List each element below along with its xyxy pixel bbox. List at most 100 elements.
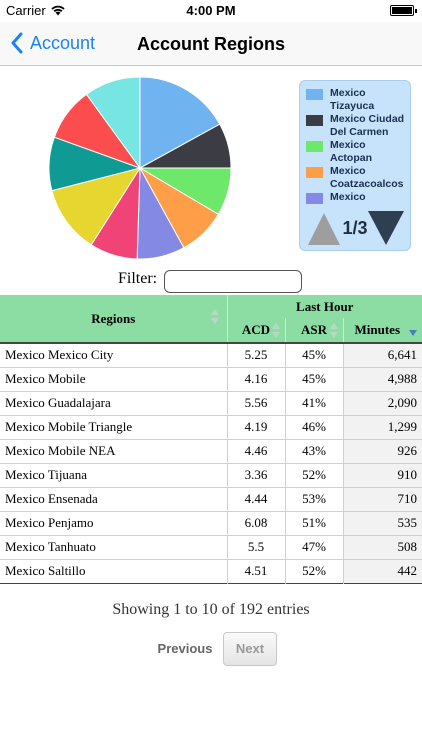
status-bar: Carrier 4:00 PM — [0, 0, 422, 22]
wifi-icon — [51, 5, 65, 16]
column-group-last-hour: Last Hour — [227, 295, 422, 318]
previous-button[interactable]: Previous — [157, 641, 213, 656]
legend-swatch — [306, 89, 323, 100]
legend-label: Mexico — [330, 191, 366, 203]
column-header-asr[interactable]: ASR — [284, 318, 343, 343]
carrier-label: Carrier — [6, 3, 46, 18]
legend-next-page-icon[interactable] — [368, 211, 404, 245]
region-cell: Mexico Mobile — [5, 371, 86, 386]
region-cell: Mexico Ensenada — [5, 491, 98, 506]
minutes-cell: 2,090 — [342, 391, 422, 415]
region-cell: Mexico Penjamo — [5, 515, 94, 530]
sort-icon — [329, 323, 338, 339]
region-cell: Mexico Mobile NEA — [5, 443, 116, 458]
sort-icon — [271, 323, 280, 339]
column-header-minutes[interactable]: Minutes — [342, 318, 422, 343]
asr-cell: 43% — [284, 439, 343, 463]
navigation-bar: Account Account Regions — [0, 22, 422, 66]
column-header-acd-label: ACD — [241, 322, 271, 337]
acd-cell: 5.25 — [226, 343, 285, 367]
acd-cell: 5.5 — [226, 535, 285, 559]
acd-cell: 3.36 — [226, 463, 285, 487]
legend-item: Mexico Actopan — [306, 139, 410, 165]
acd-cell: 4.19 — [226, 415, 285, 439]
pie-slice[interactable] — [139, 76, 221, 169]
column-header-acd[interactable]: ACD — [226, 318, 285, 343]
table-row[interactable]: Mexico Penjamo 6.08 51% 535 — [0, 511, 422, 535]
acd-cell: 4.16 — [226, 367, 285, 391]
acd-cell: 4.44 — [226, 487, 285, 511]
region-cell: Mexico Mobile Triangle — [5, 419, 133, 434]
asr-cell: 41% — [284, 391, 343, 415]
column-header-minutes-label: Minutes — [354, 322, 401, 337]
legend-item: Mexico Tizayuca — [306, 87, 410, 113]
table-row[interactable]: Mexico Saltillo 4.51 52% 442 — [0, 559, 422, 583]
region-cell: Mexico Tanhuato — [5, 539, 96, 554]
table-row[interactable]: Mexico Mobile NEA 4.46 43% 926 — [0, 439, 422, 463]
minutes-cell: 442 — [342, 559, 422, 583]
region-cell: Mexico Guadalajara — [5, 395, 111, 410]
battery-icon — [390, 5, 417, 16]
legend-item: Mexico Ciudad Del Carmen — [306, 113, 410, 139]
legend-list: Mexico Tizayuca Mexico Ciudad Del Carmen M… — [306, 87, 410, 207]
legend-swatch — [306, 141, 323, 152]
next-button[interactable]: Next — [223, 632, 277, 666]
legend-item: Mexico Coatzacoalcos — [306, 165, 410, 191]
legend-label: Mexico Actopan — [330, 139, 372, 164]
asr-cell: 45% — [284, 343, 343, 367]
table-row[interactable]: Mexico Mobile Triangle 4.19 46% 1,299 — [0, 415, 422, 439]
minutes-cell: 710 — [342, 487, 422, 511]
asr-cell: 45% — [284, 367, 343, 391]
asr-cell: 53% — [284, 487, 343, 511]
pagination-info: Showing 1 to 10 of 192 entries — [112, 601, 310, 618]
asr-cell: 47% — [284, 535, 343, 559]
legend-page-indicator: 1/3 — [342, 218, 368, 238]
region-cell: Mexico Saltillo — [5, 563, 86, 578]
asr-cell: 52% — [284, 559, 343, 583]
minutes-cell: 4,988 — [342, 367, 422, 391]
table-row[interactable]: Mexico Mexico City 5.25 45% 6,641 — [0, 343, 422, 367]
chevron-left-icon — [11, 32, 23, 54]
legend-label: Mexico Ciudad Del Carmen — [330, 113, 405, 138]
table-row[interactable]: Mexico Mobile 4.16 45% 4,988 — [0, 367, 422, 391]
legend-swatch — [306, 115, 323, 126]
legend-label: Mexico Coatzacoalcos — [330, 165, 404, 190]
status-time: 4:00 PM — [186, 3, 236, 18]
acd-cell: 4.51 — [226, 559, 285, 583]
table-body: Mexico Mexico City 5.25 45% 6,641 Mexico Mob… — [0, 343, 422, 583]
column-header-regions[interactable]: Regions — [0, 295, 228, 343]
asr-cell: 46% — [284, 415, 343, 439]
column-header-asr-label: ASR — [300, 322, 327, 337]
table-row[interactable]: Mexico Guadalajara 5.56 41% 2,090 — [0, 391, 422, 415]
sort-descending-icon — [409, 330, 417, 336]
table-row[interactable]: Mexico Ensenada 4.44 53% 710 — [0, 487, 422, 511]
back-button-label: Account — [30, 32, 96, 53]
region-cell: Mexico Mexico City — [5, 347, 114, 363]
filter-input[interactable] — [164, 270, 302, 293]
column-header-regions-label: Regions — [91, 310, 136, 326]
pie-slice[interactable] — [51, 167, 142, 246]
asr-cell: 52% — [284, 463, 343, 487]
acd-cell: 4.46 — [226, 439, 285, 463]
minutes-cell: 910 — [342, 463, 422, 487]
legend-label: Mexico Tizayuca — [330, 87, 375, 112]
minutes-cell: 1,299 — [342, 415, 422, 439]
pie-slice[interactable] — [85, 76, 141, 170]
sort-icon — [210, 309, 219, 325]
minutes-cell: 508 — [342, 535, 422, 559]
filter-label: Filter: — [118, 270, 158, 287]
legend-swatch — [306, 167, 323, 178]
table-row[interactable]: Mexico Tijuana 3.36 52% 910 — [0, 463, 422, 487]
acd-cell: 6.08 — [226, 511, 285, 535]
legend-item: Mexico — [306, 191, 410, 207]
minutes-cell: 926 — [342, 439, 422, 463]
legend-previous-page-icon[interactable] — [308, 213, 340, 245]
legend-swatch — [306, 193, 323, 204]
regions-pie-chart — [48, 76, 232, 260]
regions-table: Regions Last Hour ACD ASR Minutes Mexico… — [0, 295, 422, 584]
table-row[interactable]: Mexico Tanhuato 5.5 47% 508 — [0, 535, 422, 559]
back-button[interactable]: Account — [10, 32, 95, 54]
chart-legend: Mexico Tizayuca Mexico Ciudad Del Carmen M… — [299, 80, 411, 251]
acd-cell: 5.56 — [226, 391, 285, 415]
region-cell: Mexico Tijuana — [5, 467, 87, 482]
